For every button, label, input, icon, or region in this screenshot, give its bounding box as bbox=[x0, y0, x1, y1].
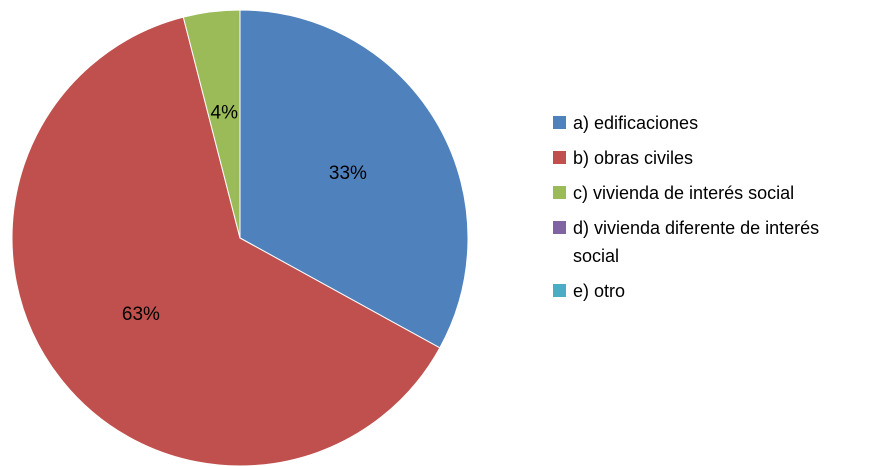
data-label: 63% bbox=[122, 304, 160, 325]
legend-swatch bbox=[553, 221, 566, 234]
legend-item: c) vivienda de interés social bbox=[553, 179, 853, 207]
pie-slice bbox=[182, 9, 241, 239]
legend-swatch bbox=[553, 151, 566, 164]
legend-label: a) edificaciones bbox=[573, 113, 699, 133]
legend: a) edificaciones b) obras civiles c) vivie… bbox=[553, 109, 853, 312]
legend-swatch bbox=[553, 116, 566, 129]
legend-swatch bbox=[553, 284, 566, 297]
legend-item: a) edificaciones bbox=[553, 109, 853, 137]
legend-item: d) vivienda diferente de interés social bbox=[553, 214, 853, 270]
pie-slice bbox=[239, 9, 469, 349]
legend-label: c) vivienda de interés social bbox=[573, 183, 795, 203]
legend-label: d) vivienda diferente de interés social bbox=[573, 218, 820, 266]
legend-swatch bbox=[553, 186, 566, 199]
legend-label: b) obras civiles bbox=[573, 148, 694, 168]
legend-item: e) otro bbox=[553, 277, 853, 305]
legend-item: b) obras civiles bbox=[553, 144, 853, 172]
data-label: 4% bbox=[211, 103, 239, 124]
pie-slice bbox=[11, 16, 441, 466]
legend-label: e) otro bbox=[573, 281, 626, 301]
data-label: 33% bbox=[329, 163, 367, 184]
